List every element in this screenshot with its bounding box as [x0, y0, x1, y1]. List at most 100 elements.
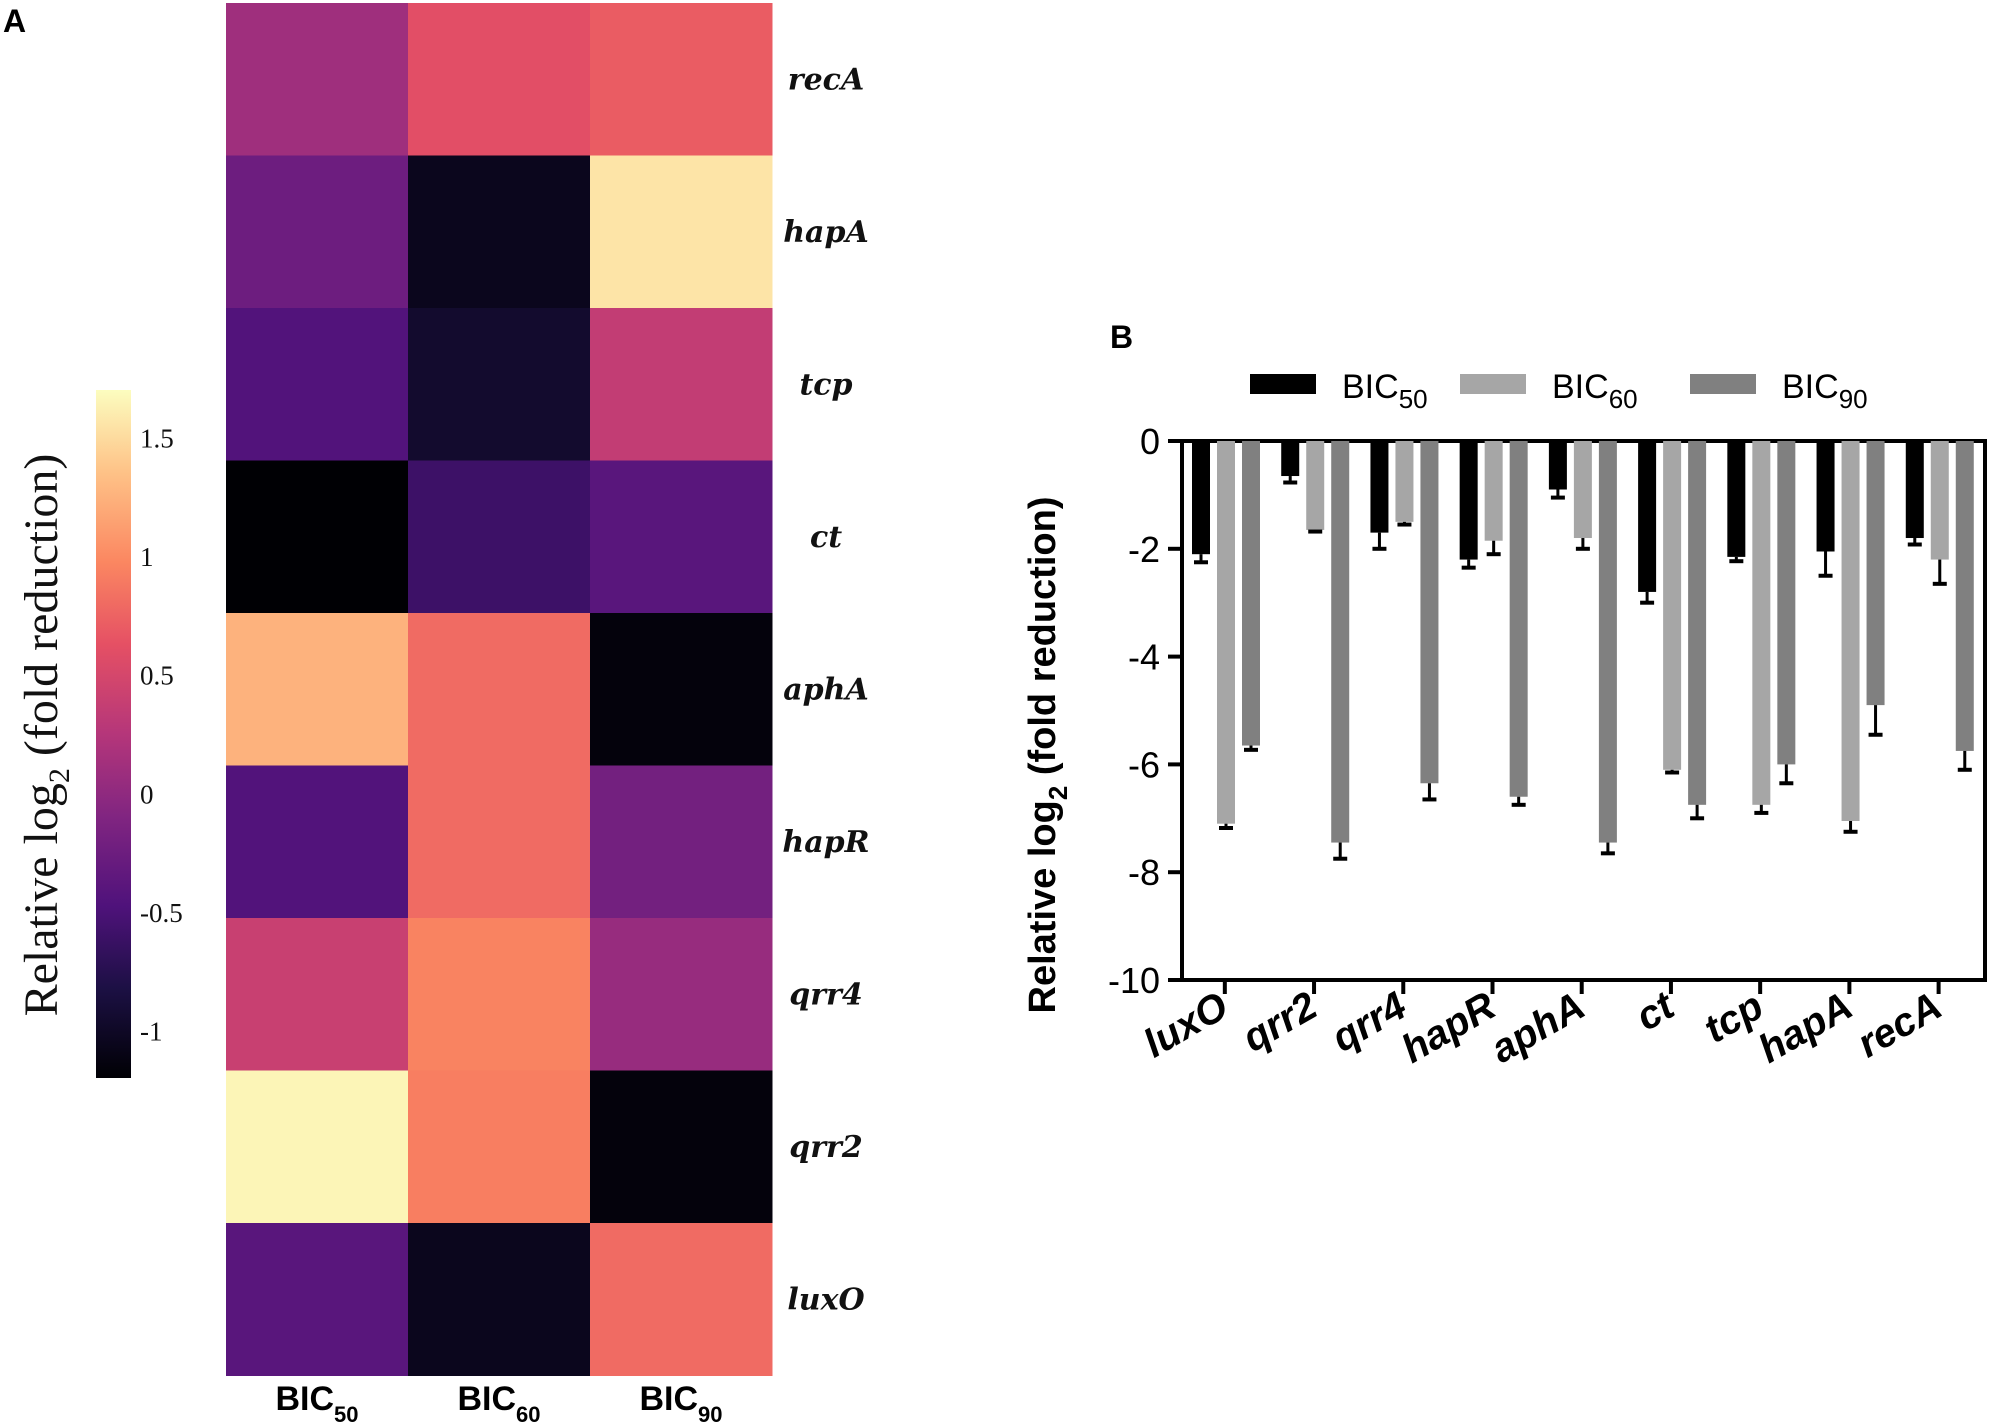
- bar: [1509, 441, 1528, 797]
- heatmap-column-label: BIC50: [275, 1380, 358, 1425]
- bar-y-tick-label: -8: [1128, 852, 1160, 893]
- legend-swatch: [1460, 374, 1526, 394]
- heatmap-cell: [226, 3, 409, 156]
- colorbar: [96, 390, 131, 1078]
- heatmap-row-labels: recA hapA tcp ct aphA hapR qrr4 qrr2 luxO: [782, 62, 869, 1317]
- bar: [1688, 441, 1707, 805]
- colorbar-tick-label: 1.5: [140, 423, 174, 453]
- legend-label: BIC60: [1552, 368, 1638, 414]
- heatmap-cell: [590, 3, 773, 156]
- bar-x-tick-label: qrr4: [1324, 984, 1413, 1061]
- heatmap-cell: [408, 155, 591, 309]
- heatmap-cell: [408, 1223, 591, 1376]
- bar: [1777, 441, 1796, 765]
- heatmap-cell: [408, 3, 591, 156]
- bar: [1306, 441, 1325, 530]
- bar: [1370, 441, 1389, 533]
- bar-y-tick-label: -10: [1108, 960, 1160, 1001]
- bar: [1663, 441, 1682, 770]
- bar: [1217, 441, 1235, 824]
- bar-legend: BIC50 BIC60 BIC90: [1250, 368, 1868, 414]
- heatmap-row-label: qrr2: [789, 1130, 862, 1165]
- heatmap-cell: [590, 308, 773, 461]
- heatmap-cell: [590, 460, 773, 614]
- bar-x-tick-label: qrr2: [1235, 984, 1324, 1061]
- heatmap-cell: [226, 155, 409, 309]
- bar: [1841, 441, 1860, 821]
- heatmap-cell: [226, 765, 409, 919]
- bar: [1484, 441, 1503, 541]
- colorbar-label: Relative log2 (fold reduction): [15, 454, 76, 1017]
- legend-label: BIC50: [1342, 368, 1428, 414]
- panel-a-letter: A: [3, 3, 26, 39]
- heatmap-cell: [226, 1070, 409, 1224]
- bar-y-axis-label: Relative log2 (fold reduction): [1022, 497, 1073, 1014]
- bar: [1459, 441, 1478, 560]
- bar-y-tick-label: 0: [1140, 421, 1160, 462]
- bar-x-tick-label: hapA: [1751, 984, 1860, 1072]
- colorbar-tick-label: -1: [140, 1017, 163, 1047]
- heatmap-row-label: aphA: [783, 672, 869, 707]
- heatmap-row-label: recA: [788, 62, 864, 97]
- bar: [1573, 441, 1592, 539]
- bar-x-tick-label: recA: [1850, 984, 1949, 1067]
- heatmap: [226, 3, 773, 1376]
- heatmap-row-label: tcp: [799, 367, 852, 402]
- bar: [1192, 441, 1210, 555]
- heatmap-row-label: luxO: [787, 1282, 864, 1317]
- colorbar-tick-label: -0.5: [140, 898, 183, 928]
- heatmap-cell: [226, 308, 409, 461]
- heatmap-cell: [590, 1070, 773, 1224]
- bar: [1242, 441, 1260, 746]
- heatmap-cell: [408, 460, 591, 614]
- bar: [1638, 441, 1657, 592]
- colorbar-tick-label: 0.5: [140, 661, 174, 691]
- heatmap-column-labels: BIC50 BIC60 BIC90: [275, 1380, 722, 1425]
- panel-b-letter: B: [1110, 319, 1133, 355]
- legend-label: BIC90: [1782, 368, 1868, 414]
- bar-x-tick-label: ct: [1629, 983, 1683, 1040]
- legend-swatch: [1690, 374, 1756, 394]
- heatmap-cell: [590, 765, 773, 919]
- bar: [1548, 441, 1567, 490]
- bar: [1752, 441, 1771, 805]
- bar-x-tick-label: aphA: [1484, 984, 1593, 1072]
- heatmap-row-label: ct: [810, 520, 842, 555]
- heatmap-cell: [226, 460, 409, 614]
- bar: [1331, 441, 1350, 843]
- bar: [1905, 441, 1924, 539]
- bar-y-tick-label: -2: [1128, 529, 1160, 570]
- bar: [1930, 441, 1949, 560]
- heatmap-column-label: BIC90: [639, 1380, 722, 1425]
- heatmap-cell: [408, 765, 591, 919]
- bar: [1955, 441, 1974, 751]
- bar: [1727, 441, 1746, 557]
- heatmap-column-label: BIC60: [457, 1380, 540, 1425]
- heatmap-cell: [408, 613, 591, 766]
- colorbar-tick-label: 0: [140, 779, 154, 809]
- heatmap-cell: [226, 613, 409, 766]
- bar: [1866, 441, 1885, 706]
- heatmap-row-label: hapA: [783, 215, 869, 250]
- heatmap-row-label: hapR: [782, 825, 869, 860]
- heatmap-cell: [408, 308, 591, 461]
- bar-y-tick-label: -4: [1128, 637, 1160, 678]
- heatmap-cell: [590, 155, 773, 309]
- heatmap-row-label: qrr4: [789, 977, 862, 1012]
- bar-y-tick-label: -6: [1128, 744, 1160, 785]
- bar: [1816, 441, 1835, 552]
- heatmap-cell: [226, 918, 409, 1071]
- colorbar-tick-label: 1: [140, 542, 154, 572]
- colorbar-ticks: 1.5 1 0.5 0 -0.5 -1: [140, 423, 183, 1046]
- bar: [1395, 441, 1414, 522]
- heatmap-cell: [590, 918, 773, 1071]
- bar: [1598, 441, 1617, 843]
- heatmap-cell: [590, 613, 773, 766]
- heatmap-cell: [590, 1223, 773, 1376]
- heatmap-cell: [226, 1223, 409, 1376]
- heatmap-cell: [408, 918, 591, 1071]
- bar-x-tick-label: hapR: [1394, 984, 1503, 1072]
- heatmap-cell: [408, 1070, 591, 1224]
- legend-swatch: [1250, 374, 1316, 394]
